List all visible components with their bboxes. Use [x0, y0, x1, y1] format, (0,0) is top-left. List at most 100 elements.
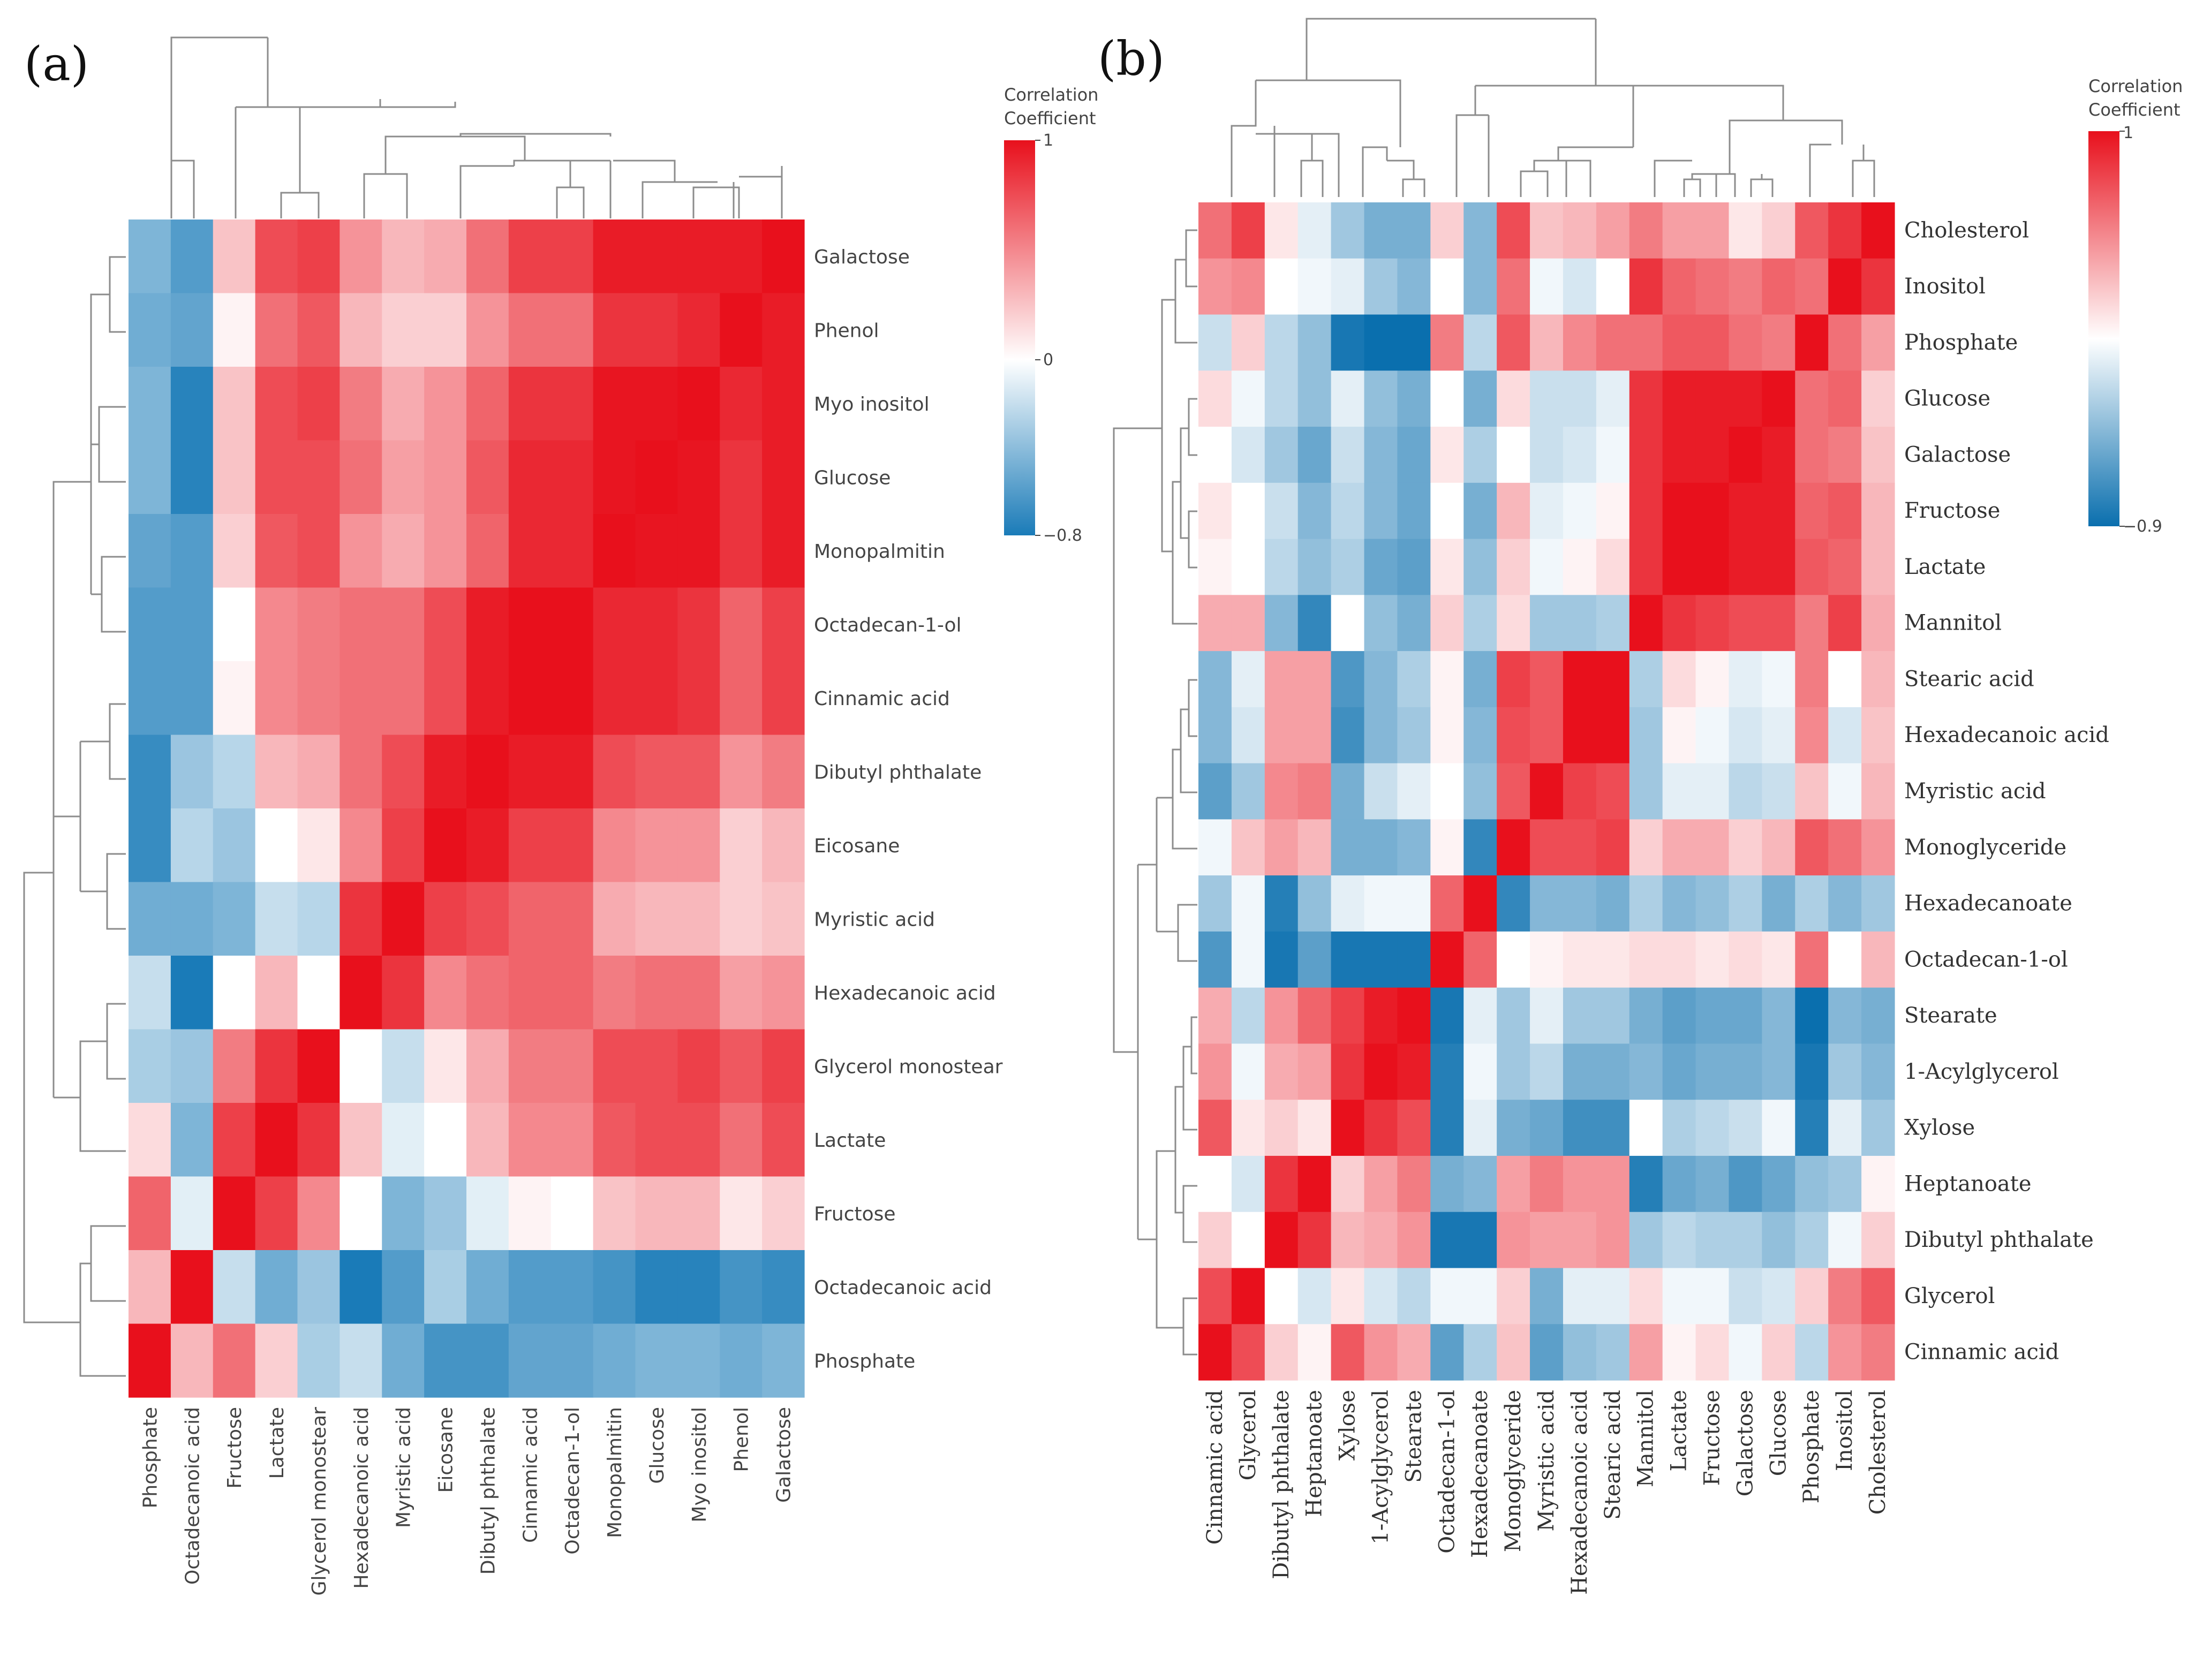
heatmap-cell	[1397, 987, 1431, 1045]
row-label: Galactose	[1904, 442, 2011, 467]
heatmap-cell	[1762, 1100, 1795, 1156]
heatmap-cell	[1563, 1155, 1597, 1213]
column-label: Hexadecanoic acid	[1567, 1390, 1592, 1595]
heatmap-cell	[1828, 427, 1862, 483]
heatmap-cell	[424, 367, 467, 441]
heatmap-cell	[170, 1323, 214, 1398]
heatmap-cell	[382, 1103, 425, 1177]
heatmap-cell	[1331, 1324, 1365, 1381]
heatmap-cell	[382, 587, 425, 662]
heatmap-cell	[1662, 707, 1696, 764]
row-label: Dibutyl phthalate	[814, 761, 982, 783]
heatmap-cell	[1364, 1212, 1398, 1269]
heatmap-cell	[1596, 819, 1630, 876]
heatmap-cell	[1861, 987, 1895, 1045]
heatmap-cell	[339, 220, 382, 294]
heatmap-cell	[677, 440, 720, 514]
heatmap-cell	[1828, 1043, 1862, 1100]
heatmap-cell	[466, 956, 509, 1030]
heatmap-cell	[762, 293, 805, 367]
heatmap-cell	[1331, 258, 1365, 315]
heatmap-cell	[129, 220, 171, 294]
heatmap-cell	[1297, 539, 1332, 595]
heatmap-cell	[255, 735, 298, 809]
heatmap-cell	[1729, 258, 1762, 315]
heatmap-cell	[1695, 651, 1730, 708]
heatmap-cell	[466, 735, 509, 809]
heatmap-cell	[1264, 1268, 1299, 1325]
heatmap-cell	[1629, 1212, 1663, 1269]
heatmap-cell	[1364, 1324, 1398, 1381]
heatmap-cell	[1463, 427, 1497, 483]
panel-b-column-labels: Cinnamic acid Glycerol Dibutyl phthalate He…	[1203, 1390, 1890, 1595]
heatmap-cell	[508, 882, 552, 956]
heatmap-cell	[1231, 595, 1265, 652]
heatmap-cell	[1729, 931, 1762, 988]
heatmap-cell	[1629, 931, 1663, 988]
heatmap-cell	[1629, 314, 1663, 371]
heatmap-cell	[1231, 707, 1265, 764]
heatmap-cell	[1497, 427, 1530, 483]
heatmap-cell	[255, 367, 298, 441]
heatmap-cell	[1596, 931, 1630, 988]
heatmap-cell	[466, 587, 509, 662]
heatmap-cell	[382, 1250, 425, 1325]
column-label: Fructose	[1700, 1390, 1725, 1486]
heatmap-cell	[466, 1323, 509, 1398]
heatmap-cell	[1297, 931, 1332, 988]
heatmap-cell	[593, 1250, 636, 1325]
heatmap-cell	[1397, 202, 1431, 259]
heatmap-cell	[297, 514, 340, 588]
heatmap-cell	[339, 293, 382, 367]
heatmap-cell	[1729, 1043, 1762, 1100]
heatmap-cell	[1264, 427, 1299, 483]
heatmap-cell	[677, 293, 720, 367]
heatmap-cell	[508, 1250, 552, 1325]
heatmap-cell	[1463, 1324, 1497, 1381]
heatmap-cell	[382, 661, 425, 736]
row-label: 1-Acylglycerol	[1904, 1060, 2059, 1084]
heatmap-cell	[297, 882, 340, 956]
row-label: Phosphate	[1904, 330, 2018, 355]
heatmap-cell	[424, 1029, 467, 1103]
column-label: 1-Acylglycerol	[1368, 1390, 1393, 1545]
heatmap-cell	[677, 1250, 720, 1325]
heatmap-cell	[677, 661, 720, 736]
heatmap-cell	[170, 882, 214, 956]
heatmap-cell	[635, 1029, 678, 1103]
heatmap-cell	[1629, 482, 1663, 540]
heatmap-cell	[1695, 931, 1730, 988]
heatmap-cell	[635, 587, 678, 662]
heatmap-cell	[1762, 1212, 1795, 1269]
heatmap-cell	[593, 808, 636, 883]
heatmap-cell	[1828, 202, 1862, 259]
heatmap-cell	[170, 587, 214, 662]
heatmap-cell	[1530, 1324, 1564, 1381]
heatmap-cell	[1729, 987, 1762, 1045]
heatmap-cell	[1397, 482, 1431, 540]
row-label: Dibutyl phthalate	[1904, 1228, 2094, 1252]
heatmap-cell	[550, 1029, 594, 1103]
heatmap-cell	[1729, 875, 1762, 932]
heatmap-cell	[1662, 875, 1696, 932]
heatmap-cell	[1762, 707, 1795, 764]
heatmap-cell	[1695, 1155, 1730, 1213]
heatmap-cell	[1430, 595, 1464, 652]
column-label: Hexadecanoic acid	[351, 1407, 373, 1589]
heatmap-cell	[1596, 202, 1630, 259]
heatmap-cell	[1231, 987, 1265, 1045]
heatmap-cell	[1729, 1324, 1762, 1381]
row-label: Cinnamic acid	[814, 688, 950, 710]
heatmap-cell	[1497, 1212, 1530, 1269]
heatmap-cell	[1828, 314, 1862, 371]
heatmap-cell	[1563, 314, 1597, 371]
heatmap-cell	[213, 293, 256, 367]
heatmap-cell	[1231, 819, 1265, 876]
heatmap-cell	[1264, 202, 1299, 259]
heatmap-cell	[1364, 987, 1398, 1045]
heatmap-cell	[508, 587, 552, 662]
heatmap-cell	[297, 956, 340, 1030]
heatmap-cell	[1795, 1043, 1829, 1100]
heatmap-cell	[255, 1029, 298, 1103]
heatmap-cell	[213, 661, 256, 736]
